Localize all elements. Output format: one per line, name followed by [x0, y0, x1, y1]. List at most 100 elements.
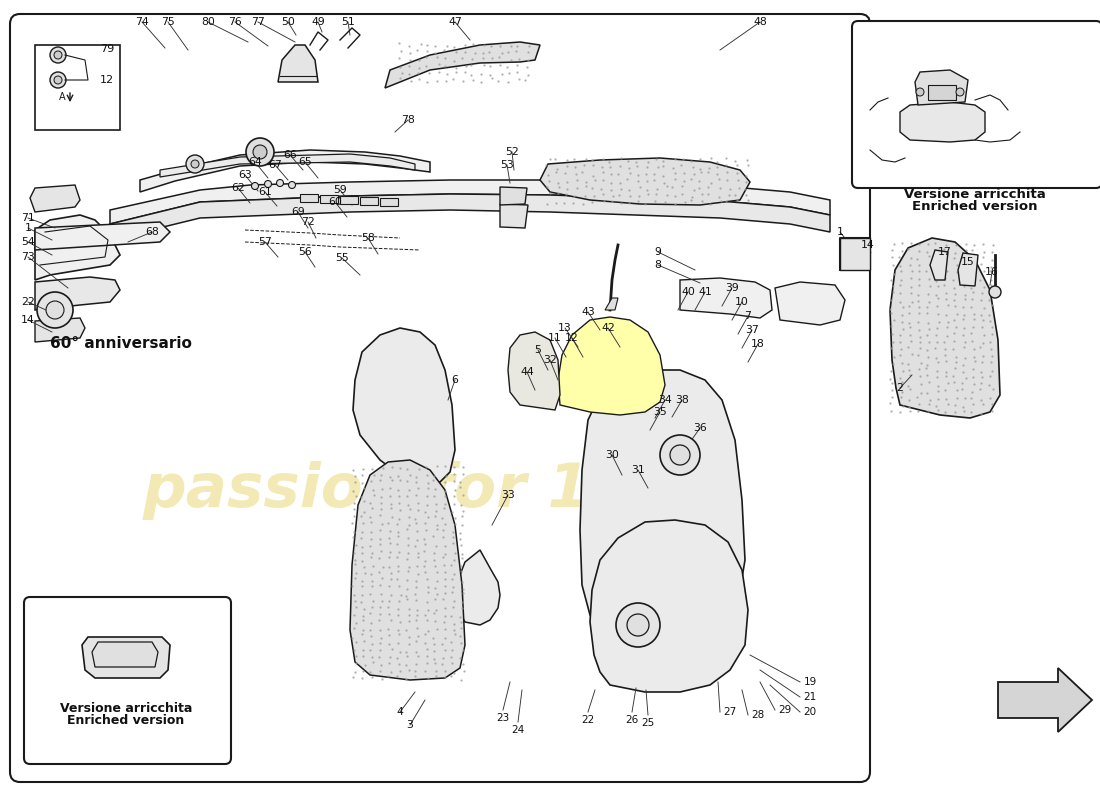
Circle shape	[253, 145, 267, 159]
Polygon shape	[680, 278, 772, 318]
Text: 15: 15	[961, 257, 975, 267]
Circle shape	[50, 47, 66, 63]
Polygon shape	[140, 150, 430, 192]
Text: 75: 75	[161, 17, 175, 27]
Text: 38: 38	[675, 395, 689, 405]
Text: 31: 31	[631, 465, 645, 475]
Circle shape	[670, 445, 690, 465]
Circle shape	[660, 435, 700, 475]
Polygon shape	[35, 318, 85, 342]
Text: 35: 35	[653, 407, 667, 417]
Text: 10: 10	[735, 297, 749, 307]
Polygon shape	[385, 42, 540, 88]
Circle shape	[252, 182, 258, 190]
Text: A: A	[58, 92, 65, 102]
Circle shape	[288, 182, 296, 189]
Circle shape	[264, 181, 272, 187]
Text: 7: 7	[745, 311, 751, 321]
Text: 29: 29	[779, 705, 792, 715]
Polygon shape	[580, 370, 745, 625]
Text: 5: 5	[535, 345, 541, 355]
Text: 60° anniversario: 60° anniversario	[50, 337, 191, 351]
FancyBboxPatch shape	[852, 21, 1100, 188]
Text: 23: 23	[496, 713, 509, 723]
Text: 77: 77	[251, 17, 265, 27]
Text: 79: 79	[100, 44, 114, 54]
Polygon shape	[35, 222, 170, 250]
Text: 51: 51	[341, 17, 355, 27]
Text: 30: 30	[605, 450, 619, 460]
Circle shape	[50, 72, 66, 88]
Circle shape	[916, 88, 924, 96]
Polygon shape	[35, 215, 120, 280]
Text: 36: 36	[693, 423, 707, 433]
Polygon shape	[500, 187, 527, 205]
Text: 18: 18	[751, 339, 764, 349]
Text: 62: 62	[231, 183, 245, 193]
Text: 3: 3	[407, 720, 414, 730]
Text: 8: 8	[654, 260, 661, 270]
Polygon shape	[455, 550, 500, 625]
Polygon shape	[353, 328, 455, 482]
Polygon shape	[350, 460, 465, 680]
Bar	[35, 45, 120, 130]
Polygon shape	[278, 45, 318, 82]
Circle shape	[627, 614, 649, 636]
Polygon shape	[930, 250, 948, 280]
Text: 34: 34	[658, 395, 672, 405]
Circle shape	[989, 286, 1001, 298]
Polygon shape	[92, 642, 158, 667]
Text: 61: 61	[258, 187, 272, 197]
Text: 1: 1	[837, 227, 844, 237]
Text: 50: 50	[282, 17, 295, 27]
Text: passion for 1947: passion for 1947	[142, 461, 717, 519]
Circle shape	[276, 179, 284, 186]
Polygon shape	[958, 253, 978, 286]
Text: 67: 67	[268, 160, 282, 170]
Text: Enriched version: Enriched version	[67, 714, 185, 727]
Text: 9: 9	[654, 247, 661, 257]
Text: 65: 65	[298, 157, 312, 167]
Text: 33: 33	[502, 490, 515, 500]
Polygon shape	[915, 70, 968, 105]
Text: 1: 1	[24, 223, 32, 233]
Bar	[360, 197, 378, 205]
Text: 6: 6	[452, 375, 459, 385]
Text: 60: 60	[328, 197, 342, 207]
Text: 4: 4	[397, 707, 404, 717]
Text: 25: 25	[641, 718, 654, 728]
Bar	[320, 195, 338, 203]
FancyBboxPatch shape	[24, 597, 231, 764]
Polygon shape	[110, 180, 830, 224]
Text: 45: 45	[861, 35, 876, 45]
Text: 55: 55	[336, 253, 349, 263]
Text: 19: 19	[803, 677, 816, 687]
Text: 24: 24	[512, 725, 525, 735]
Text: 78: 78	[402, 115, 415, 125]
Circle shape	[246, 138, 274, 166]
Text: 14: 14	[21, 315, 35, 325]
Text: 12: 12	[100, 75, 114, 85]
Text: 14: 14	[861, 240, 875, 250]
Bar	[928, 85, 956, 100]
Bar	[379, 198, 398, 206]
Text: 72: 72	[301, 217, 315, 227]
Text: 69: 69	[292, 207, 305, 217]
Polygon shape	[30, 185, 80, 212]
Text: 64: 64	[249, 157, 262, 167]
Text: 56: 56	[298, 247, 312, 257]
Text: 74: 74	[135, 17, 149, 27]
Text: 41: 41	[698, 287, 712, 297]
Text: 48: 48	[754, 17, 767, 27]
Text: 16: 16	[986, 267, 999, 277]
Circle shape	[186, 155, 204, 173]
Text: 63: 63	[238, 170, 252, 180]
Text: 53: 53	[500, 160, 514, 170]
Text: 42: 42	[601, 323, 615, 333]
Text: 17: 17	[938, 247, 952, 257]
Text: 80: 80	[201, 17, 214, 27]
Text: 20: 20	[803, 707, 816, 717]
Text: 11: 11	[548, 333, 562, 343]
Polygon shape	[900, 102, 984, 142]
Text: 2: 2	[896, 383, 903, 393]
